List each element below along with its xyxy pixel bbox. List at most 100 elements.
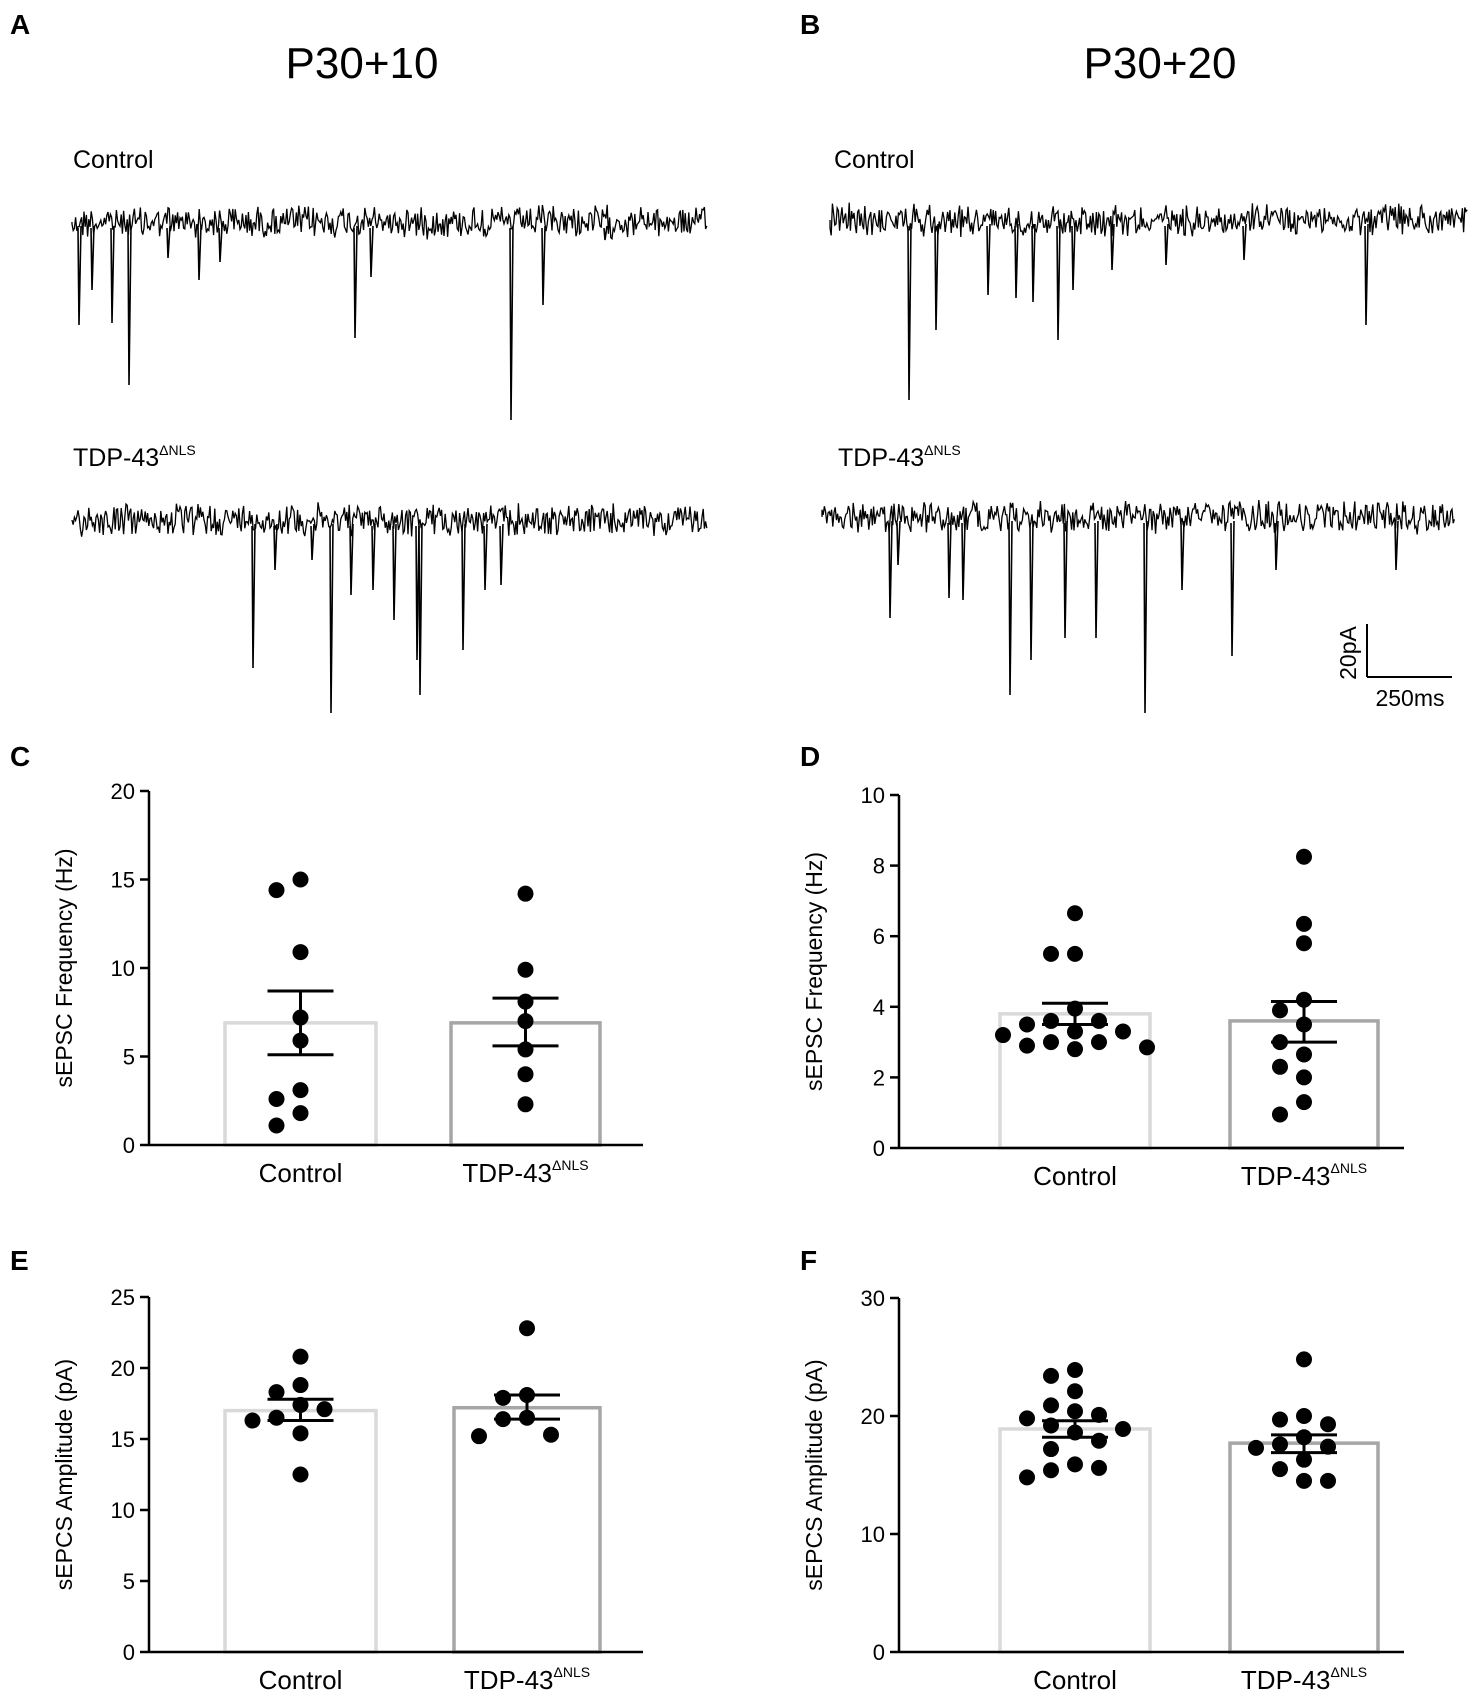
data-point [1272,1411,1288,1428]
y-tick-label: 10 [111,1498,135,1523]
y-tick-label: 0 [873,1136,885,1161]
panel-b-trace-tdp-label: TDP-43ΔNLS [838,442,961,472]
category-label: TDP-43ΔNLS [1241,1160,1367,1191]
data-point [292,1082,309,1099]
panel-label-c: C [10,741,30,772]
data-point [1296,848,1312,865]
data-point [1248,1439,1264,1456]
data-point [517,961,534,978]
data-point [1043,1441,1059,1458]
panel-label-f: F [800,1245,817,1276]
category-label: TDP-43ΔNLS [1241,1664,1367,1695]
category-label: TDP-43ΔNLS [464,1664,590,1695]
y-tick-label: 8 [873,854,885,879]
data-point [1019,1410,1035,1427]
panel-label-b: B [800,9,820,40]
data-point [1067,1023,1083,1040]
data-point [1296,1408,1312,1424]
data-point [1091,1012,1107,1029]
data-point [1091,1459,1107,1476]
y-tick-label: 25 [111,1285,135,1310]
data-point [495,1389,511,1406]
panel-b-title: P30+20 [1084,39,1237,88]
data-point [244,1412,261,1429]
y-tick-label: 0 [123,1640,135,1665]
data-point [268,1384,285,1401]
y-axis-label: sEPSC Frequency (Hz) [51,848,77,1087]
data-point [1296,1451,1312,1468]
category-label: Control [1033,1665,1117,1695]
y-tick-label: 10 [861,783,885,808]
data-point [316,1401,333,1418]
panel-label-d: D [800,741,820,772]
data-point [1296,1472,1312,1489]
data-point [1067,1383,1083,1400]
data-point [1067,945,1083,962]
y-axis-label: sEPCS Amplitude (pA) [801,1359,827,1590]
chart-c: C 0 5 10 15 20 sEPSC Frequency (Hz) Control TDP-… [10,741,643,1188]
panel-label-e: E [10,1245,29,1276]
y-tick-label: 30 [861,1286,885,1311]
trace-a-control [71,204,708,421]
series-tdp [1248,1351,1337,1489]
data-point [1115,1420,1131,1437]
data-point [1296,1069,1312,1086]
panel-a-title: P30+10 [286,39,439,88]
data-point [1091,1034,1107,1051]
data-point [1139,1039,1155,1056]
data-point [1296,1351,1312,1368]
chart-e: E 0 5 10 15 20 25 sEPCS Amplitude (pA) Control TD… [10,1245,643,1695]
chart-d: D 0 2 4 6 8 10 sEPSC Frequency (Hz) Control TDP-4… [800,741,1404,1191]
data-point [1091,1432,1107,1449]
data-point [268,1090,285,1107]
data-point [1043,1367,1059,1384]
panel-a-trace-control-label: Control [73,146,154,174]
data-point [517,1096,534,1113]
data-point [1043,1012,1059,1029]
panel-a-trace-tdp-label: TDP-43ΔNLS [73,442,196,472]
data-point [292,1466,309,1483]
y-tick-label: 15 [111,868,135,893]
y-tick-label: 15 [111,1427,135,1452]
y-tick-label: 0 [123,1133,135,1158]
data-point [292,1348,309,1365]
data-point [517,885,534,902]
data-point [292,944,309,961]
category-label: TDP-43ΔNLS [462,1157,588,1188]
data-point [517,1066,534,1083]
data-point [268,1409,285,1426]
y-axis-label: sEPCS Amplitude (pA) [51,1359,77,1590]
data-point [1115,1023,1131,1040]
data-point [1067,1403,1083,1420]
y-tick-label: 4 [873,995,885,1020]
series-control [267,871,334,1134]
trace-b-control [829,202,1468,401]
y-tick-label: 10 [861,1522,885,1547]
data-point [1296,1094,1312,1111]
y-tick-label: 6 [873,924,885,949]
data-point [1067,1456,1083,1473]
y-tick-label: 5 [123,1045,135,1070]
data-point [1067,1041,1083,1058]
y-tick-label: 5 [123,1569,135,1594]
data-point [1296,915,1312,932]
series-control [995,905,1155,1058]
trace-b-tdp [821,499,1456,714]
data-point [292,1105,309,1122]
data-point [1067,1361,1083,1378]
data-point [1019,1469,1035,1486]
data-point [1272,1058,1288,1075]
bar-tdp [452,1406,602,1654]
data-point [1296,991,1312,1008]
y-tick-label: 20 [111,1356,135,1381]
panel-b-trace-control-label: Control [834,146,915,174]
data-point [268,1117,285,1134]
scale-bar: 20pA 250ms [1335,624,1452,711]
y-tick-label: 0 [873,1640,885,1665]
data-point [1272,1461,1288,1478]
y-axis-label: sEPSC Frequency (Hz) [801,852,827,1091]
data-point [292,1425,309,1442]
scale-bar-time-label: 250ms [1375,685,1444,711]
series-tdp [471,1320,560,1445]
data-point [1296,935,1312,952]
